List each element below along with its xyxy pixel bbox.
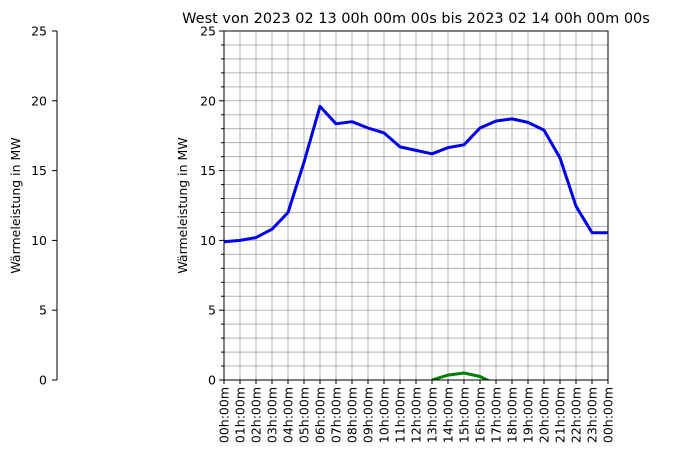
x-tick-label: 10h:00m [377, 387, 392, 443]
x-tick-label: 00h:00m [217, 387, 232, 443]
x-tick-label: 21h:00m [553, 387, 568, 443]
x-tick-label: 02h:00m [249, 387, 264, 443]
chart-title: West von 2023 02 13 00h 00m 00s bis 2023… [182, 11, 650, 27]
y-axis-title: Wärmeleistung in MW [175, 137, 190, 273]
x-tick-label: 19h:00m [521, 387, 536, 443]
y-tick-label: 15 [200, 163, 216, 178]
x-tick-label: 12h:00m [409, 387, 424, 443]
y-tick-label: 0 [208, 373, 216, 388]
left-y-tick-label: 20 [31, 93, 47, 108]
y-tick-label: 10 [200, 233, 216, 248]
x-tick-label: 15h:00m [457, 387, 472, 443]
x-tick-label: 22h:00m [569, 387, 584, 443]
x-tick-label: 14h:00m [441, 387, 456, 443]
x-tick-label: 07h:00m [329, 387, 344, 443]
left-axis-title: Wärmeleistung in MW [8, 137, 23, 273]
x-tick-label: 04h:00m [281, 387, 296, 443]
x-tick-label: 13h:00m [425, 387, 440, 443]
left-y-axis: 0 5 10 15 20 25 Wärmeleistung in MW [8, 24, 58, 388]
x-tick-label: 01h:00m [233, 387, 248, 443]
y-tick-label: 25 [200, 24, 216, 39]
y-tick-label: 5 [208, 303, 216, 318]
x-tick-label: 03h:00m [265, 387, 280, 443]
grid [224, 31, 608, 380]
left-y-tick-label: 10 [31, 233, 47, 248]
left-y-tick-label: 15 [31, 163, 47, 178]
y-tick-label: 20 [200, 93, 216, 108]
x-tick-label: 09h:00m [361, 387, 376, 443]
x-tick-label: 11h:00m [393, 387, 408, 443]
left-y-tick-label: 5 [39, 303, 47, 318]
left-y-tick-label: 0 [39, 373, 47, 388]
x-tick-label: 20h:00m [537, 387, 552, 443]
left-y-tick-label: 25 [31, 24, 47, 39]
x-tick-label: 23h:00m [585, 387, 600, 443]
x-tick-label: 16h:00m [473, 387, 488, 443]
x-tick-label: 06h:00m [313, 387, 328, 443]
x-tick-label: 18h:00m [505, 387, 520, 443]
x-tick-label: 08h:00m [345, 387, 360, 443]
x-tick-label: 17h:00m [489, 387, 504, 443]
x-tick-label: 05h:00m [297, 387, 312, 443]
x-tick-label: 00h:00m [601, 387, 616, 443]
